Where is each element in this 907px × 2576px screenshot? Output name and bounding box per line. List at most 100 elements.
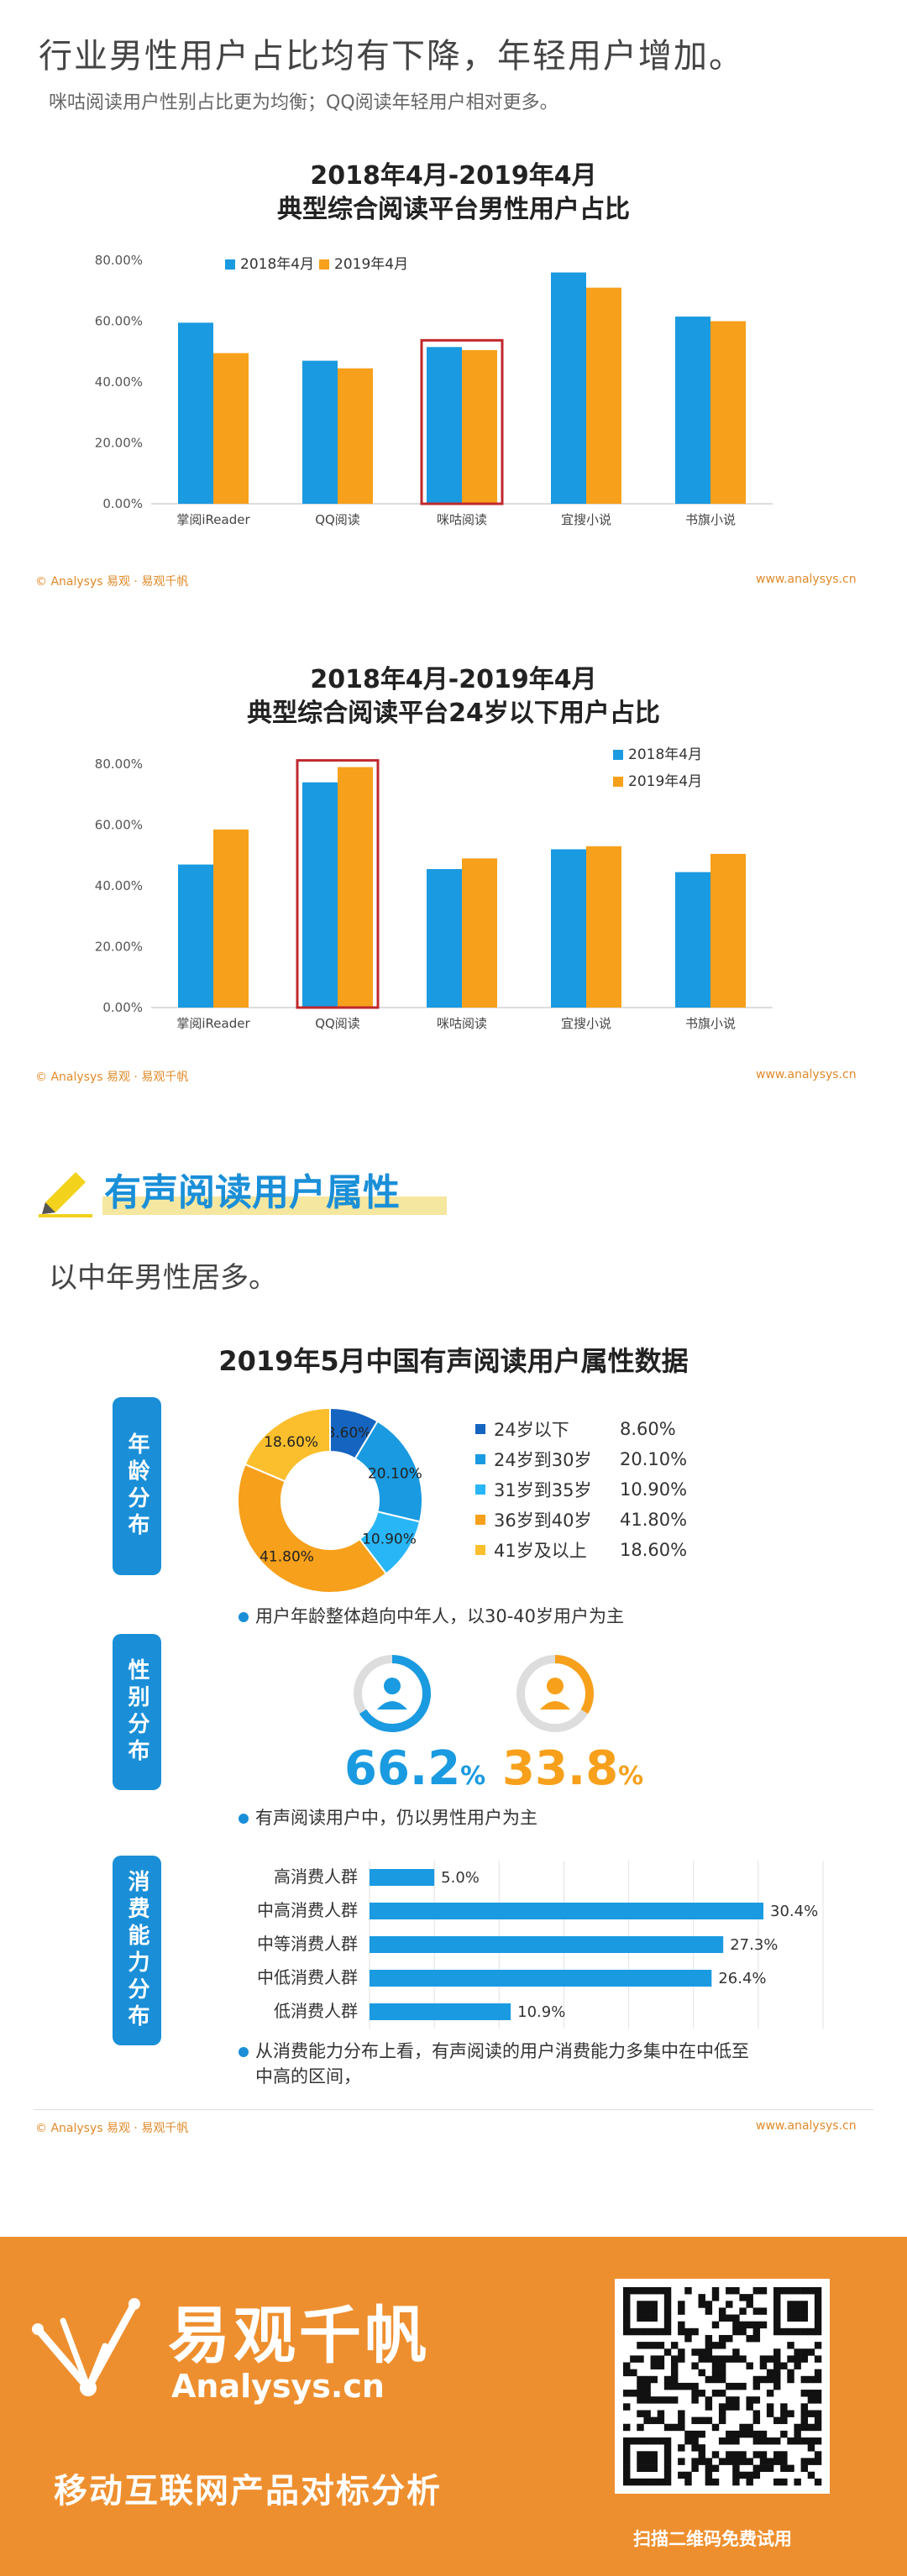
female-percent-value: 33.8 bbox=[502, 1741, 619, 1796]
bar-2019-1 bbox=[338, 368, 373, 504]
gender-note: 有声阅读用户中，仍以男性用户为主 bbox=[239, 1805, 537, 1830]
subhead: 咪咕阅读用户性别占比更为均衡；QQ阅读年轻用户相对更多。 bbox=[49, 92, 558, 113]
chart2-title: 2018年4月-2019年4月 典型综合阅读平台24岁以下用户占比 bbox=[0, 663, 907, 730]
x-tick-label: 书旗小说 bbox=[685, 1016, 736, 1031]
x-tick-label: 咪咕阅读 bbox=[437, 1016, 487, 1031]
bar-2018-4 bbox=[675, 317, 710, 504]
chart2-title-line1: 2018年4月-2019年4月 bbox=[310, 665, 597, 694]
donut-slice-label: 8.60% bbox=[326, 1425, 371, 1442]
hbar-category-label: 中高消费人群 bbox=[257, 1900, 358, 1920]
age-legend: 24岁以下 8.60% 24岁到30岁 20.10% 31岁到35岁 10.90% 36岁到… bbox=[475, 1414, 687, 1565]
bar-2018-4 bbox=[675, 872, 710, 1008]
section-footer-right: www.analysys.cn bbox=[756, 2119, 857, 2133]
consume-label-text: 消费能力分布 bbox=[124, 1870, 149, 2031]
female-percent: 33.8% bbox=[502, 1741, 643, 1796]
legend-label: 2018年4月 bbox=[240, 256, 314, 273]
bar-2019-2 bbox=[462, 349, 497, 504]
x-tick-label: 掌阅iReader bbox=[176, 512, 250, 527]
bar-2019-0 bbox=[213, 829, 249, 1008]
bullet-dot-icon bbox=[239, 1814, 249, 1824]
hbar-category-label: 中低消费人群 bbox=[257, 1967, 358, 1987]
age-legend-item: 24岁到30岁 20.10% bbox=[475, 1444, 687, 1474]
age-note-text: 用户年龄整体趋向中年人，以30-40岁用户为主 bbox=[255, 1606, 625, 1626]
donut-slice-label: 10.90% bbox=[362, 1531, 417, 1548]
bar-2018-2 bbox=[427, 347, 462, 504]
chart2-title-line2: 典型综合阅读平台24岁以下用户占比 bbox=[247, 699, 660, 728]
legend-swatch bbox=[475, 1454, 485, 1464]
legend-label: 24岁以下 bbox=[494, 1420, 569, 1440]
chart2-footer-left: © Analysys 易观 · 易观千帆 bbox=[35, 1071, 189, 1084]
chart1-footer-left: © Analysys 易观 · 易观千帆 bbox=[35, 575, 189, 589]
legend-label: 2018年4月 bbox=[628, 746, 702, 763]
age-legend-item: 41岁及以上 18.60% bbox=[475, 1535, 687, 1565]
chart2-svg: 0.00% 20.00% 40.00% 60.00% 80.00% 掌阅iReader QQ… bbox=[95, 746, 773, 1031]
bar-2019-4 bbox=[710, 853, 746, 1008]
x-tick-label: QQ阅读 bbox=[315, 512, 360, 527]
brand-name-cn: 易观千帆 bbox=[168, 2300, 430, 2372]
legend-value: 20.10% bbox=[620, 1449, 688, 1469]
age-legend-item: 31岁到35岁 10.90% bbox=[475, 1474, 687, 1505]
bar-2018-2 bbox=[427, 869, 462, 1008]
age-legend-item: 36岁到40岁 41.80% bbox=[475, 1505, 687, 1535]
x-tick-label: 宜搜小说 bbox=[561, 1016, 611, 1031]
hbar-0 bbox=[370, 1869, 435, 1886]
section-title-underline bbox=[102, 1196, 447, 1215]
hbar-value-label: 26.4% bbox=[718, 1970, 766, 1987]
legend-label: 2019年4月 bbox=[628, 773, 702, 790]
bullet-dot-icon bbox=[239, 1612, 249, 1622]
hbar-2 bbox=[370, 1936, 724, 1953]
y-tick-label: 80.00% bbox=[95, 253, 143, 268]
chart1-title: 2018年4月-2019年4月 典型综合阅读平台男性用户占比 bbox=[0, 160, 907, 227]
highlight-box bbox=[296, 759, 380, 1009]
legend-swatch bbox=[319, 259, 329, 270]
x-tick-label: QQ阅读 bbox=[315, 1016, 360, 1031]
hbar-value-label: 30.4% bbox=[770, 1903, 818, 1920]
brand-name-en: Analysys.cn bbox=[171, 2368, 385, 2405]
legend-label: 24岁到30岁 bbox=[494, 1450, 592, 1470]
age-label-text: 年龄分布 bbox=[124, 1432, 149, 1540]
qr-code[interactable] bbox=[615, 2279, 830, 2494]
y-tick-label: 80.00% bbox=[95, 757, 143, 772]
age-label: 年龄分布 bbox=[113, 1397, 161, 1575]
consume-label: 消费能力分布 bbox=[113, 1856, 161, 2045]
y-tick-label: 0.00% bbox=[102, 1000, 143, 1015]
hbar-value-label: 5.0% bbox=[441, 1869, 480, 1887]
chart2-footer-right: www.analysys.cn bbox=[756, 1068, 857, 1081]
x-tick-label: 掌阅iReader bbox=[176, 1016, 250, 1031]
legend-swatch bbox=[475, 1545, 485, 1555]
legend-value: 18.60% bbox=[620, 1540, 688, 1560]
section-divider bbox=[34, 2109, 873, 2110]
bar-2018-3 bbox=[551, 272, 586, 504]
gender-label: 性别分布 bbox=[113, 1634, 161, 1790]
x-tick-label: 宜搜小说 bbox=[561, 512, 611, 527]
hbar-value-label: 10.9% bbox=[517, 2003, 565, 2021]
legend-value: 10.90% bbox=[620, 1479, 688, 1500]
bar-2018-0 bbox=[178, 864, 213, 1008]
consume-note-line2: 中高的区间， bbox=[255, 2066, 361, 2086]
headline: 行业男性用户占比均有下降，年轻用户增加。 bbox=[39, 37, 744, 76]
bar-2018-1 bbox=[302, 782, 338, 1008]
brand-slogan: 移动互联网产品对标分析 bbox=[54, 2472, 442, 2511]
legend-swatch bbox=[475, 1484, 485, 1495]
hbar-value-label: 27.3% bbox=[730, 1936, 778, 1954]
infographic-title: 2019年5月中国有声阅读用户属性数据 bbox=[218, 1345, 689, 1377]
legend-value: 8.60% bbox=[620, 1419, 676, 1439]
gender-label-text: 性别分布 bbox=[124, 1658, 149, 1766]
section-title: 有声阅读用户属性 bbox=[104, 1171, 400, 1214]
donut-slice-3 bbox=[237, 1463, 388, 1594]
bar-2019-1 bbox=[338, 767, 373, 1008]
female-user-icon bbox=[516, 1655, 594, 1732]
bar-2019-0 bbox=[213, 353, 249, 504]
consume-note: 从消费能力分布上看，有声阅读的用户消费能力多集中在中低至 中高的区间， bbox=[239, 2039, 749, 2089]
bar-2019-4 bbox=[710, 321, 746, 504]
legend-swatch bbox=[475, 1424, 485, 1434]
hbar-category-label: 低消费人群 bbox=[274, 2001, 358, 2021]
section-subtitle: 以中年男性居多。 bbox=[49, 1261, 277, 1295]
male-percent-value: 66.2 bbox=[344, 1741, 461, 1796]
hbar-category-label: 高消费人群 bbox=[274, 1867, 358, 1887]
legend-value: 41.80% bbox=[620, 1510, 688, 1530]
consume-note-line1: 从消费能力分布上看，有声阅读的用户消费能力多集中在中低至 bbox=[255, 2041, 749, 2061]
qr-caption: 扫描二维码免费试用 bbox=[633, 2529, 792, 2549]
y-tick-label: 60.00% bbox=[95, 314, 143, 329]
brand-banner: 易观千帆 Analysys.cn 移动互联网产品对标分析 扫描二维码免费试用 bbox=[0, 2237, 907, 2576]
